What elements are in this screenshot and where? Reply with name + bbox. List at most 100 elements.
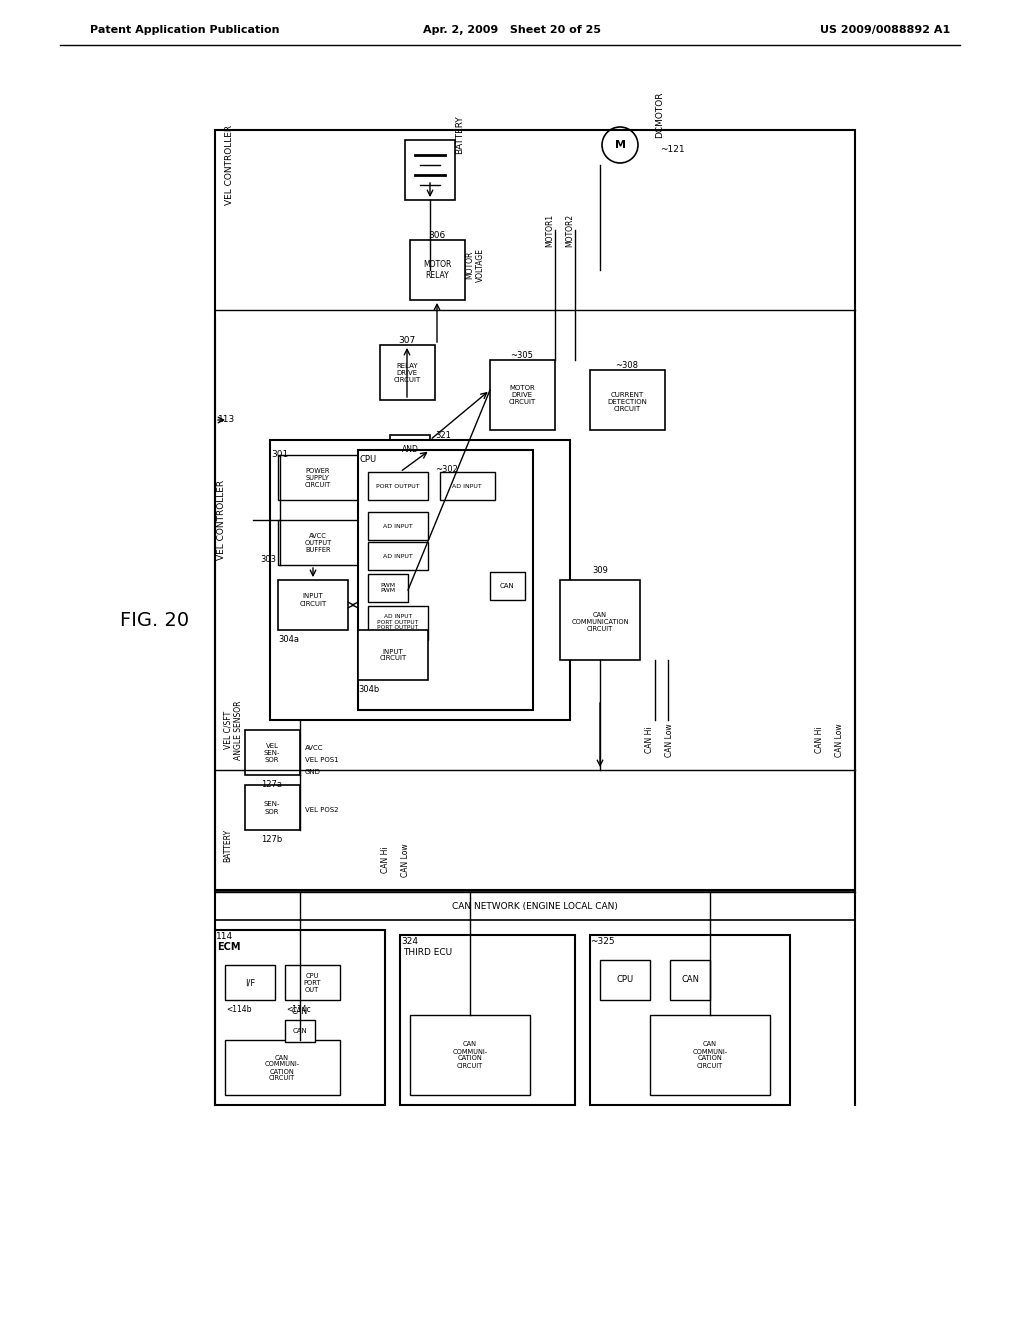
Text: VEL CONTROLLER: VEL CONTROLLER: [217, 480, 226, 560]
Bar: [368, 543, 428, 570]
Bar: [440, 473, 495, 500]
Text: AD INPUT: AD INPUT: [453, 483, 482, 488]
Text: CAN
COMMUNI-
CATION
CIRCUIT: CAN COMMUNI- CATION CIRCUIT: [453, 1041, 487, 1068]
Text: Patent Application Publication: Patent Application Publication: [90, 25, 280, 36]
Text: CPU
PORT
OUT: CPU PORT OUT: [303, 973, 321, 993]
Bar: [270, 440, 570, 719]
Text: ECM: ECM: [217, 942, 241, 952]
Bar: [670, 960, 710, 1001]
Text: 304a: 304a: [278, 635, 299, 644]
Text: 307: 307: [398, 337, 416, 345]
Bar: [650, 1015, 770, 1096]
Bar: [490, 360, 555, 430]
Text: ~325: ~325: [590, 937, 614, 946]
Bar: [245, 730, 300, 775]
Bar: [406, 140, 455, 201]
Text: CPU: CPU: [616, 975, 634, 985]
Text: 309: 309: [592, 566, 608, 576]
Text: CAN Low: CAN Low: [666, 723, 675, 756]
Text: US 2009/0088892 A1: US 2009/0088892 A1: [820, 25, 950, 36]
Bar: [380, 345, 435, 400]
Text: 324: 324: [401, 937, 418, 946]
Text: CAN: CAN: [681, 975, 699, 985]
Text: AVCC: AVCC: [305, 744, 324, 751]
Bar: [410, 1015, 530, 1096]
Bar: [590, 370, 665, 430]
Text: CURRENT
DETECTION
CIRCUIT: CURRENT DETECTION CIRCUIT: [607, 392, 647, 412]
Text: <114b: <114b: [226, 1005, 252, 1014]
Text: DCMOTOR: DCMOTOR: [655, 92, 664, 139]
Bar: [410, 240, 465, 300]
Text: CAN: CAN: [292, 1007, 308, 1016]
Bar: [390, 436, 430, 465]
Text: GND: GND: [305, 770, 321, 775]
Bar: [358, 450, 534, 710]
Bar: [590, 935, 790, 1105]
Text: 304b: 304b: [358, 685, 379, 694]
Text: 127a: 127a: [261, 780, 283, 789]
Bar: [215, 931, 385, 1105]
Text: VEL C/SFT
ANGLE SENSOR: VEL C/SFT ANGLE SENSOR: [223, 700, 243, 760]
Text: MOTOR
VOLTAGE: MOTOR VOLTAGE: [465, 248, 484, 282]
Text: INPUT
CIRCUIT: INPUT CIRCUIT: [299, 594, 327, 606]
Text: 303: 303: [260, 556, 276, 565]
Text: FIG. 20: FIG. 20: [121, 610, 189, 630]
Text: 306: 306: [428, 231, 445, 240]
Text: AND: AND: [401, 446, 419, 454]
Text: CAN Hi: CAN Hi: [645, 727, 654, 754]
Text: MOTOR2: MOTOR2: [565, 214, 574, 247]
Bar: [245, 785, 300, 830]
Bar: [358, 630, 428, 680]
Bar: [560, 579, 640, 660]
Text: POWER
SUPPLY
CIRCUIT: POWER SUPPLY CIRCUIT: [305, 469, 331, 488]
Text: BATTERY: BATTERY: [223, 829, 232, 862]
Text: MOTOR1: MOTOR1: [545, 214, 554, 247]
Bar: [225, 1040, 340, 1096]
Text: VEL POS2: VEL POS2: [305, 807, 339, 813]
Text: CPU: CPU: [359, 455, 376, 465]
Text: 114: 114: [216, 932, 233, 941]
Text: VEL
SEN-
SOR: VEL SEN- SOR: [264, 743, 281, 763]
Bar: [215, 129, 855, 890]
Text: VEL CONTROLLER: VEL CONTROLLER: [225, 125, 234, 205]
Text: AD INPUT: AD INPUT: [383, 524, 413, 528]
Text: MOTOR
DRIVE
CIRCUIT: MOTOR DRIVE CIRCUIT: [508, 385, 536, 405]
Text: CAN NETWORK (ENGINE LOCAL CAN): CAN NETWORK (ENGINE LOCAL CAN): [452, 902, 617, 911]
Text: CAN
COMMUNICATION
CIRCUIT: CAN COMMUNICATION CIRCUIT: [571, 612, 629, 632]
Text: 113: 113: [218, 416, 236, 425]
Bar: [285, 1020, 315, 1041]
Bar: [285, 965, 340, 1001]
Text: SEN-
SOR: SEN- SOR: [264, 801, 281, 814]
Text: 301: 301: [271, 450, 288, 459]
Bar: [368, 606, 428, 640]
Bar: [490, 572, 525, 601]
Text: CAN Hi: CAN Hi: [815, 727, 824, 754]
Text: CAN: CAN: [293, 1028, 307, 1034]
Text: PORT OUTPUT: PORT OUTPUT: [376, 483, 420, 488]
Text: I/F: I/F: [245, 978, 255, 987]
Text: VEL POS1: VEL POS1: [305, 756, 339, 763]
Bar: [215, 892, 855, 920]
Bar: [278, 455, 358, 500]
Bar: [600, 960, 650, 1001]
Text: CAN Low: CAN Low: [400, 843, 410, 876]
Text: BATTERY: BATTERY: [455, 116, 464, 154]
Text: INPUT
CIRCUIT: INPUT CIRCUIT: [379, 648, 407, 661]
Bar: [368, 473, 428, 500]
Text: 127b: 127b: [261, 836, 283, 843]
Text: CAN: CAN: [500, 583, 514, 589]
Text: ~302: ~302: [435, 466, 458, 474]
Bar: [400, 935, 575, 1105]
Text: ~121: ~121: [660, 145, 685, 154]
Text: RELAY
DRIVE
CIRCUIT: RELAY DRIVE CIRCUIT: [393, 363, 421, 383]
Text: ~308: ~308: [615, 360, 639, 370]
Text: M: M: [614, 140, 626, 150]
Bar: [278, 520, 358, 565]
Text: MOTOR
RELAY: MOTOR RELAY: [423, 260, 452, 280]
Text: CAN
COMMUNI-
CATION
CIRCUIT: CAN COMMUNI- CATION CIRCUIT: [692, 1041, 728, 1068]
Text: <114c: <114c: [286, 1005, 310, 1014]
Text: ~305: ~305: [511, 351, 534, 360]
Text: CAN
COMMUNI-
CATION
CIRCUIT: CAN COMMUNI- CATION CIRCUIT: [264, 1055, 300, 1081]
Text: Apr. 2, 2009   Sheet 20 of 25: Apr. 2, 2009 Sheet 20 of 25: [423, 25, 601, 36]
Text: AVCC
OUTPUT
BUFFER: AVCC OUTPUT BUFFER: [304, 533, 332, 553]
